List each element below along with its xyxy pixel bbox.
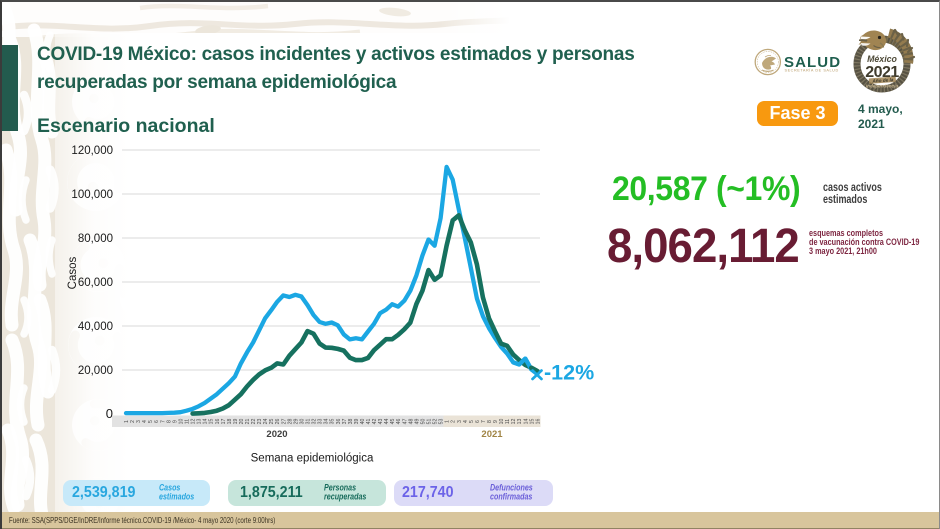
svg-text:52: 52 [433,419,439,425]
svg-text:8: 8 [487,420,493,423]
svg-text:15: 15 [529,419,535,425]
svg-text:2: 2 [451,420,457,423]
svg-text:7: 7 [160,420,166,423]
svg-text:28: 28 [287,419,293,425]
svg-text:3: 3 [136,420,142,423]
svg-text:12: 12 [191,419,197,425]
svg-text:43: 43 [378,419,384,425]
svg-text:40,000: 40,000 [78,321,113,333]
svg-text:38: 38 [348,419,354,425]
svg-text:2: 2 [130,420,136,423]
svg-text:13: 13 [517,419,523,425]
svg-text:9: 9 [172,420,178,423]
svg-text:19: 19 [233,419,239,425]
svg-text:2021: 2021 [865,64,899,81]
svg-text:4: 4 [142,420,148,423]
svg-text:6: 6 [154,420,160,423]
svg-text:2021: 2021 [481,429,503,440]
svg-text:10: 10 [499,419,505,425]
svg-text:24: 24 [263,419,269,425]
svg-text:4: 4 [463,420,469,423]
svg-text:3: 3 [457,420,463,423]
svg-text:18: 18 [227,419,233,425]
svg-text:22: 22 [251,419,257,425]
svg-text:Casos: Casos [67,256,79,289]
svg-text:51: 51 [427,419,433,425]
svg-text:46: 46 [396,419,402,425]
svg-text:25: 25 [269,419,275,425]
svg-text:7: 7 [481,420,487,423]
svg-text:21: 21 [245,419,251,425]
svg-text:Semana epidemiológica: Semana epidemiológica [251,453,374,465]
svg-text:48: 48 [408,419,414,425]
svg-text:39: 39 [354,419,360,425]
svg-text:13: 13 [197,419,203,425]
svg-text:12: 12 [511,419,517,425]
svg-text:14: 14 [523,419,529,425]
svg-text:53: 53 [439,419,445,425]
svg-text:11: 11 [505,419,511,424]
svg-text:-12%: -12% [544,361,594,385]
svg-text:31: 31 [306,419,312,425]
svg-text:120,000: 120,000 [71,145,113,157]
svg-text:40: 40 [360,419,366,425]
svg-text:1: 1 [445,420,451,423]
svg-text:Independencia: Independencia [866,84,899,89]
svg-text:49: 49 [414,419,420,425]
svg-text:60,000: 60,000 [78,277,113,289]
svg-text:5: 5 [469,420,475,423]
svg-text:16: 16 [215,419,221,425]
svg-text:10: 10 [178,419,184,425]
svg-text:9: 9 [493,420,499,423]
svg-text:32: 32 [312,419,318,425]
svg-text:27: 27 [281,419,287,425]
svg-text:44: 44 [384,419,390,425]
svg-text:26: 26 [275,419,281,425]
svg-text:50: 50 [420,419,426,425]
svg-text:20,000: 20,000 [78,365,113,377]
svg-text:SECRETARÍA DE SALUD: SECRETARÍA DE SALUD [785,68,839,72]
svg-text:30: 30 [299,419,305,425]
svg-text:37: 37 [342,419,348,425]
svg-text:16: 16 [535,419,541,425]
svg-text:6: 6 [475,420,481,423]
svg-text:80,000: 80,000 [78,233,113,245]
svg-text:23: 23 [257,419,263,425]
svg-text:0: 0 [106,406,113,421]
svg-text:8: 8 [166,420,172,423]
svg-text:15: 15 [209,419,215,425]
svg-text:2020: 2020 [266,429,287,440]
svg-text:29: 29 [293,419,299,425]
svg-text:México: México [867,54,897,64]
svg-text:SALUD: SALUD [784,54,841,71]
svg-text:34: 34 [324,419,330,425]
svg-text:Año de la: Año de la [871,77,894,84]
svg-text:33: 33 [318,419,324,425]
svg-text:17: 17 [221,419,227,425]
svg-text:36: 36 [336,419,342,425]
svg-text:42: 42 [372,419,378,425]
svg-text:100,000: 100,000 [71,189,113,201]
svg-text:35: 35 [330,419,336,425]
svg-text:45: 45 [390,419,396,425]
svg-text:5: 5 [148,420,154,423]
svg-text:14: 14 [203,419,209,425]
svg-text:11: 11 [185,419,191,424]
svg-text:47: 47 [402,419,408,425]
svg-text:20: 20 [239,419,245,425]
svg-text:1: 1 [124,420,130,423]
svg-text:41: 41 [366,419,372,425]
